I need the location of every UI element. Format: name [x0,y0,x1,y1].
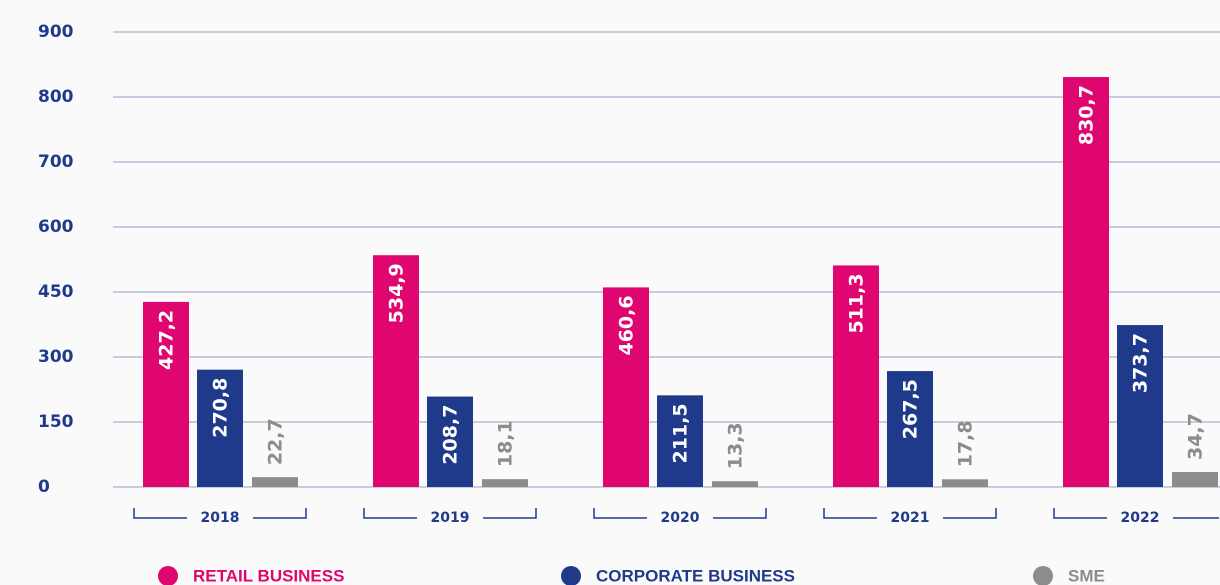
data-label: 17,8 [955,420,977,467]
data-label: 211,5 [670,403,692,463]
bar [373,255,419,487]
data-label: 460,6 [616,295,638,355]
data-label: 13,3 [725,422,747,469]
y-tick-label: 600 [38,217,74,237]
bar [482,479,528,487]
y-tick-label: 450 [38,282,74,302]
data-label: 373,7 [1130,333,1152,393]
data-label: 830,7 [1076,85,1098,145]
bar [942,479,988,487]
y-tick-label: 0 [38,477,50,497]
bar [143,301,189,487]
data-label: 18,1 [495,420,517,467]
legend-marker [158,566,178,585]
bracket [823,508,997,519]
y-tick-label: 800 [38,87,74,107]
data-label: 427,2 [156,310,178,370]
y-tick-label: 900 [38,22,74,42]
data-label: 511,3 [846,273,868,333]
x-tick-label: 2022 [1121,510,1160,526]
data-label: 34,7 [1185,413,1207,460]
data-label: 208,7 [440,405,462,465]
y-tick-label: 700 [38,152,74,172]
bracket [363,508,537,519]
data-label: 267,5 [900,379,922,439]
data-label: 270,8 [210,378,232,438]
bar [833,265,879,487]
x-tick-label: 2021 [891,510,930,526]
data-label: 22,7 [265,418,287,465]
bar [603,287,649,487]
bar [657,395,703,487]
bar [1172,471,1218,487]
bar [712,481,758,487]
bar [197,369,243,487]
bracket [133,508,307,519]
x-tick-label: 2018 [201,510,240,526]
bar [1063,77,1109,488]
x-tick-label: 2019 [431,510,470,526]
bracket [593,508,767,519]
y-tick-label: 150 [38,412,74,432]
data-label: 534,9 [386,263,408,323]
bar [252,477,298,487]
x-tick-label: 2020 [661,510,700,526]
bar [887,371,933,487]
legend-label: CORPORATE BUSINESS [596,566,795,585]
y-tick-label: 300 [38,347,74,367]
legend-label: SME [1068,566,1105,585]
bracket [1053,508,1219,519]
legend-label: RETAIL BUSINESS [193,566,344,585]
legend-marker [561,566,581,585]
bar [427,396,473,487]
legend-marker [1033,566,1053,585]
bar [1117,325,1163,487]
